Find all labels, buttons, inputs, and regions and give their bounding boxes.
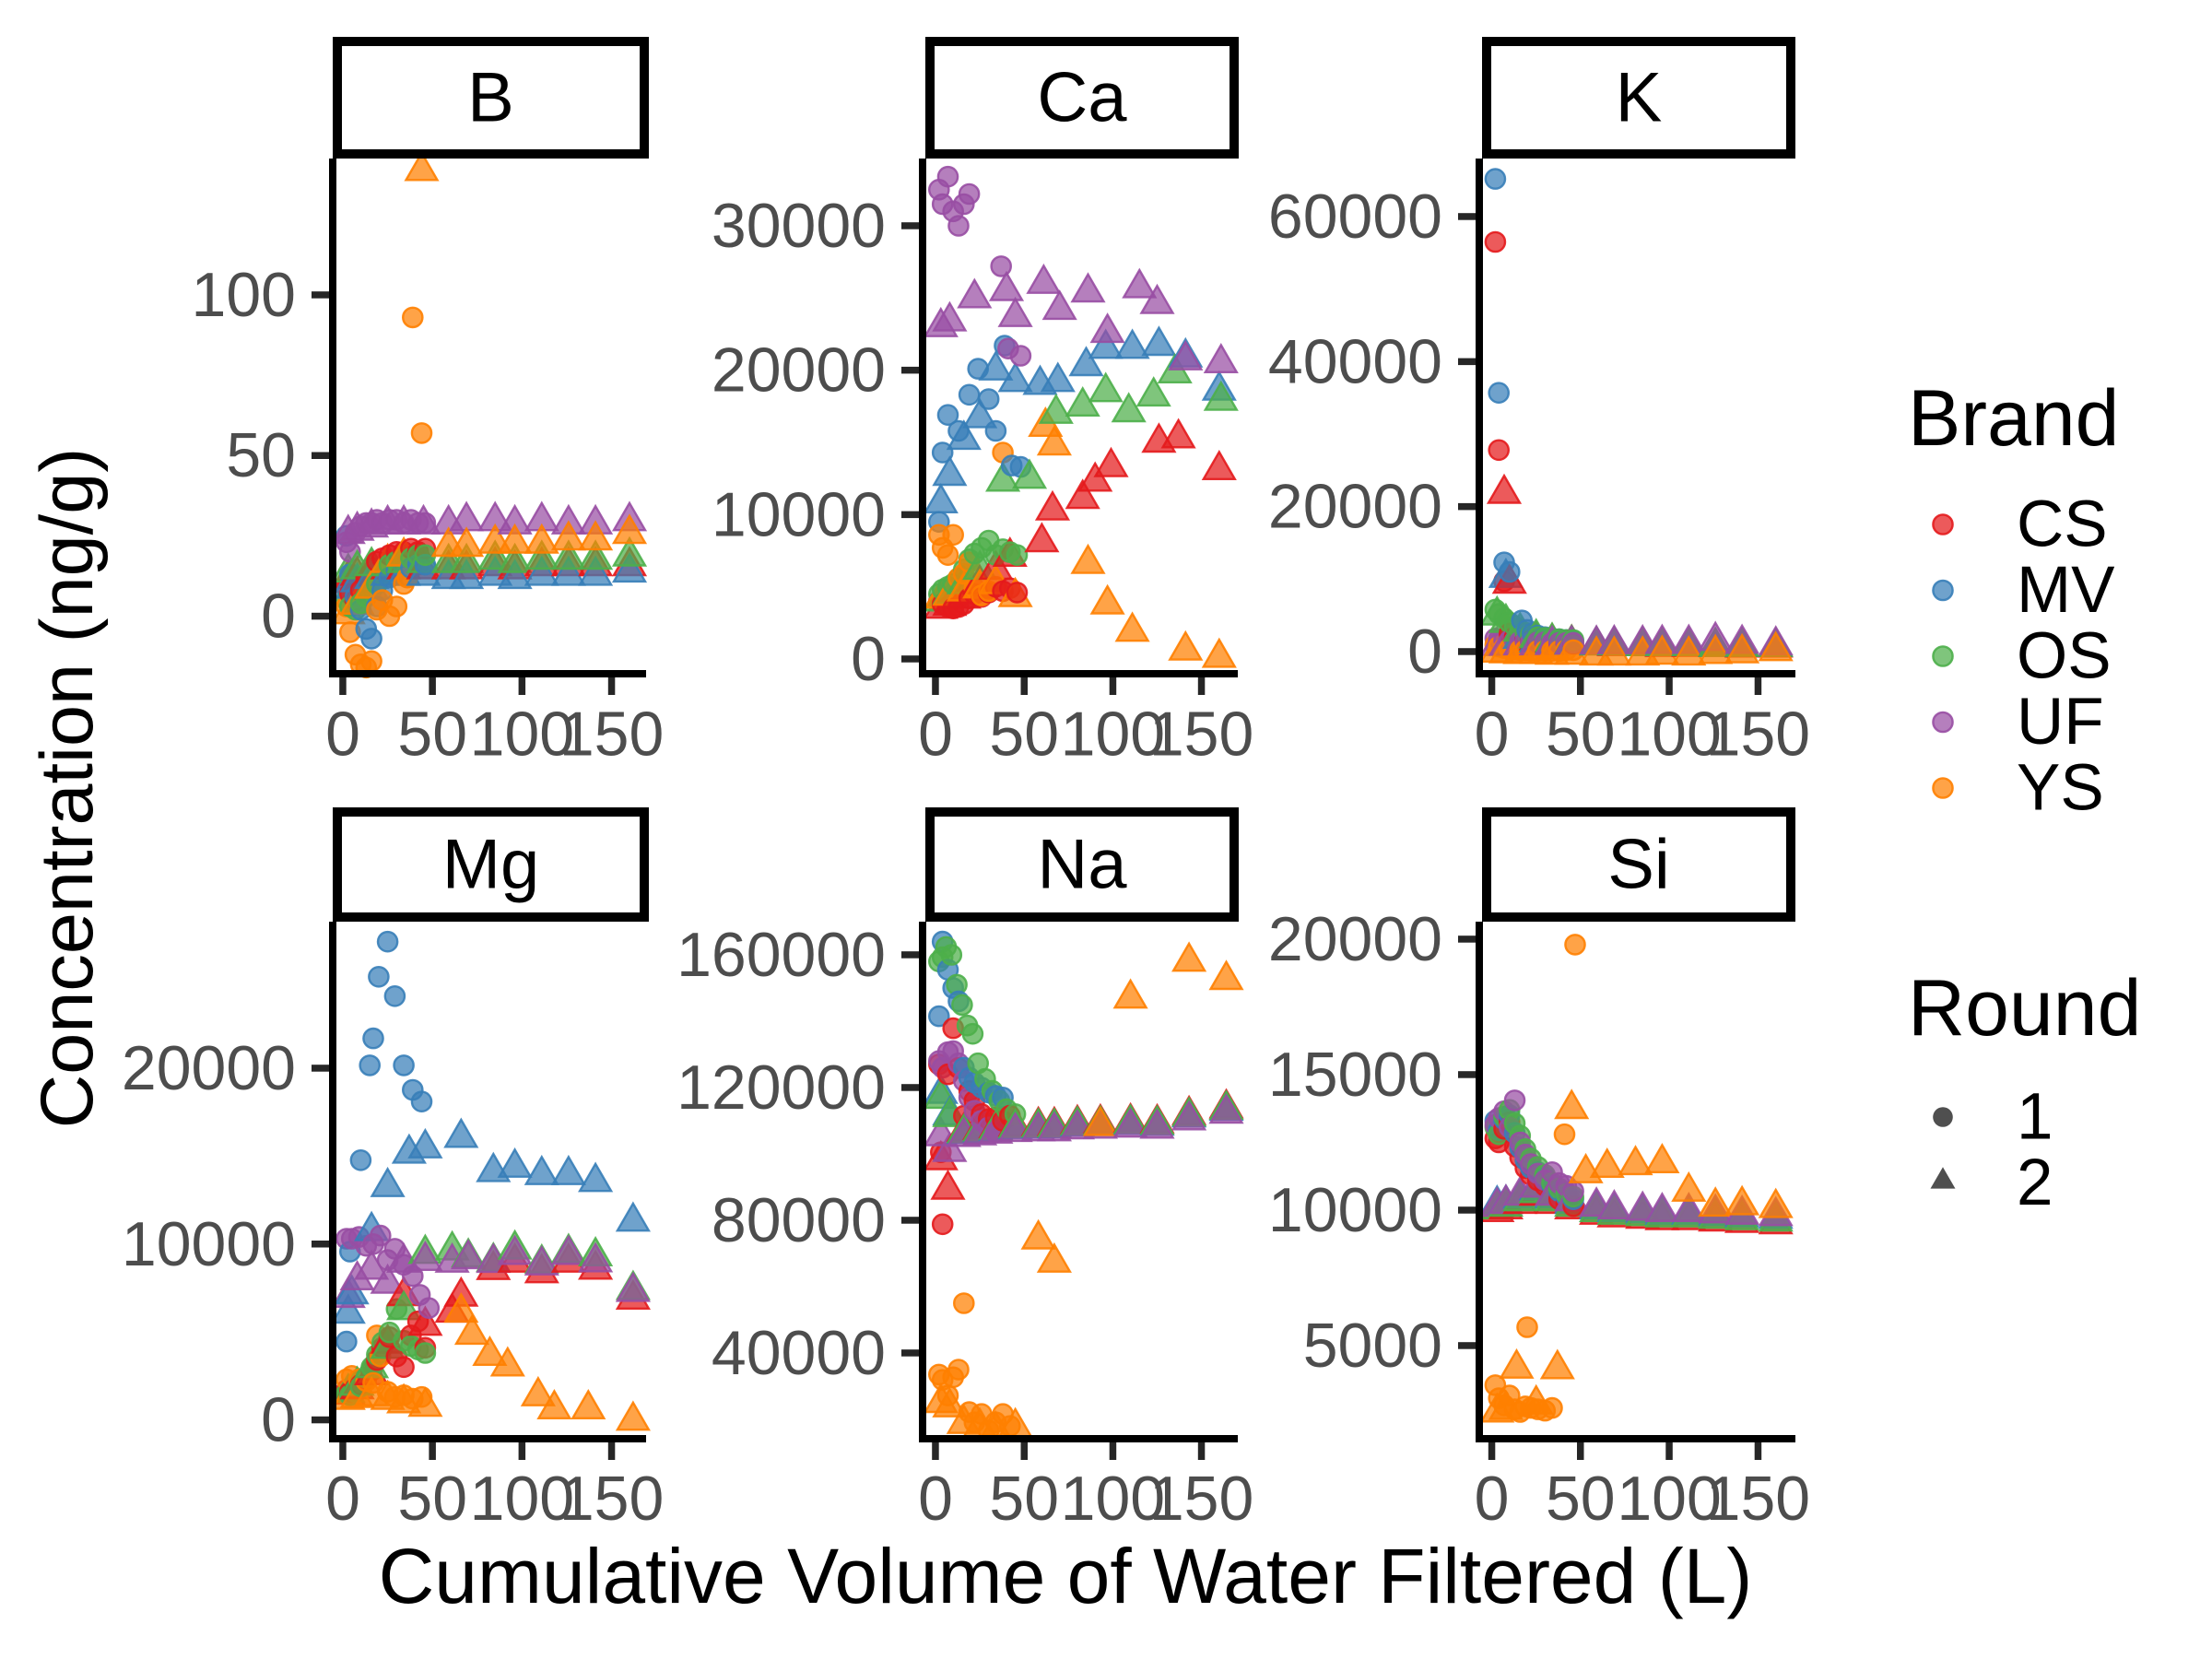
svg-text:0: 0 <box>918 1464 953 1534</box>
svg-text:20000: 20000 <box>1268 472 1442 542</box>
svg-text:K: K <box>1616 59 1663 137</box>
svg-text:100: 100 <box>470 1464 574 1534</box>
svg-text:0: 0 <box>1475 1464 1510 1534</box>
svg-text:Ca: Ca <box>1037 59 1127 137</box>
svg-text:0: 0 <box>1407 617 1442 687</box>
svg-text:20000: 20000 <box>122 1033 296 1103</box>
svg-text:60000: 60000 <box>1268 182 1442 252</box>
svg-text:100: 100 <box>1061 700 1165 770</box>
svg-text:100: 100 <box>1617 1464 1721 1534</box>
svg-text:15000: 15000 <box>1268 1040 1442 1110</box>
svg-text:Si: Si <box>1607 826 1670 904</box>
svg-text:10000: 10000 <box>712 479 886 549</box>
svg-text:50: 50 <box>397 700 467 770</box>
svg-text:CS: CS <box>2017 488 2108 561</box>
svg-text:100: 100 <box>470 700 574 770</box>
svg-text:Mg: Mg <box>442 826 540 904</box>
svg-text:YS: YS <box>2017 752 2104 825</box>
svg-text:Concentration (ng/g): Concentration (ng/g) <box>26 448 109 1128</box>
svg-text:0: 0 <box>325 700 360 770</box>
svg-text:Round: Round <box>1908 964 2141 1053</box>
svg-text:150: 150 <box>559 1464 664 1534</box>
svg-text:150: 150 <box>559 700 664 770</box>
svg-text:150: 150 <box>1706 700 1810 770</box>
svg-text:UF: UF <box>2017 686 2104 759</box>
svg-text:Na: Na <box>1037 826 1127 904</box>
svg-text:2: 2 <box>2017 1147 2053 1219</box>
svg-text:B: B <box>467 59 514 137</box>
svg-text:MV: MV <box>2017 554 2115 627</box>
svg-text:50: 50 <box>397 1464 467 1534</box>
svg-text:160000: 160000 <box>677 920 886 990</box>
svg-text:100: 100 <box>1061 1464 1165 1534</box>
svg-text:120000: 120000 <box>677 1053 886 1123</box>
svg-text:10000: 10000 <box>1268 1175 1442 1245</box>
svg-text:0: 0 <box>918 700 953 770</box>
svg-text:150: 150 <box>1149 1464 1253 1534</box>
svg-text:Cumulative Volume of Water Fil: Cumulative Volume of Water Filtered (L) <box>379 1533 1753 1619</box>
svg-text:50: 50 <box>989 700 1059 770</box>
svg-text:150: 150 <box>1706 1464 1810 1534</box>
svg-text:30000: 30000 <box>712 191 886 261</box>
svg-text:0: 0 <box>1475 700 1510 770</box>
svg-text:50: 50 <box>1546 700 1616 770</box>
svg-text:100: 100 <box>1617 700 1721 770</box>
svg-text:OS: OS <box>2017 620 2112 693</box>
svg-text:100: 100 <box>192 260 296 330</box>
svg-text:40000: 40000 <box>1268 326 1442 396</box>
svg-text:5000: 5000 <box>1303 1311 1442 1381</box>
svg-text:50: 50 <box>1546 1464 1616 1534</box>
svg-text:80000: 80000 <box>712 1185 886 1255</box>
svg-text:0: 0 <box>325 1464 360 1534</box>
svg-text:0: 0 <box>261 1385 296 1455</box>
svg-text:10000: 10000 <box>122 1209 296 1279</box>
svg-text:150: 150 <box>1149 700 1253 770</box>
svg-text:0: 0 <box>261 582 296 652</box>
svg-text:20000: 20000 <box>712 335 886 406</box>
svg-text:50: 50 <box>226 420 296 490</box>
svg-text:Brand: Brand <box>1908 374 2120 463</box>
svg-text:50: 50 <box>989 1464 1059 1534</box>
svg-text:0: 0 <box>851 624 886 694</box>
svg-text:40000: 40000 <box>712 1318 886 1388</box>
svg-text:20000: 20000 <box>1268 904 1442 974</box>
svg-text:1: 1 <box>2017 1081 2053 1154</box>
